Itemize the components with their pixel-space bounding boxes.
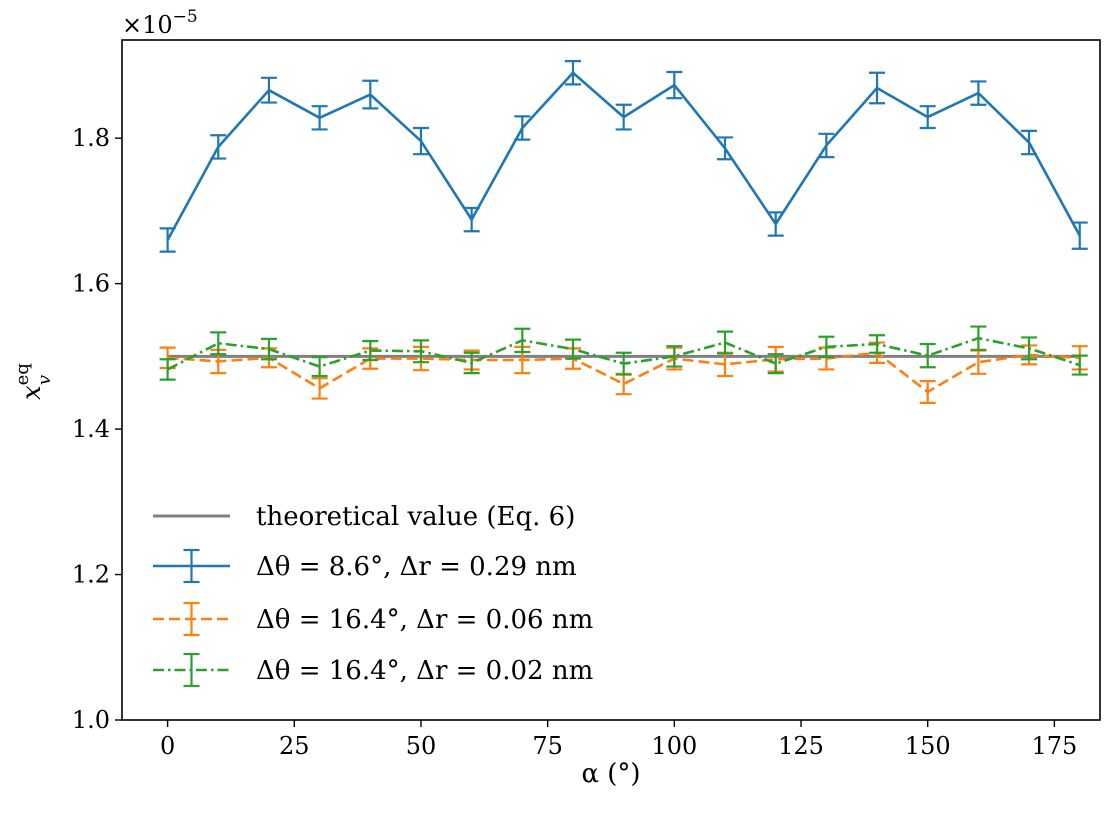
y-tick-label: 1.0 [72,706,110,734]
x-tick-label: 150 [905,732,951,760]
series-3 [160,327,1088,380]
y-multiplier-exponent: −5 [173,7,198,27]
y-axis-label-subscript: v [34,375,55,385]
legend-item-reference: theoretical value (Eq. 6) [153,502,575,532]
y-multiplier-base: ×10 [122,11,173,39]
y-multiplier-label: ×10−5 [122,7,198,39]
y-axis-label-superscript: eq [12,363,33,385]
legend-item-series-3: Δθ = 16.4°, Δr = 0.02 nm [153,654,593,686]
x-tick-label: 125 [778,732,824,760]
y-tick-label: 1.4 [72,415,110,443]
x-axis-ticks: 0 25 50 75 100 125 150 175 [160,720,1077,760]
x-tick-label: 100 [651,732,697,760]
x-tick-label: 50 [406,732,437,760]
legend: theoretical value (Eq. 6) Δθ = 8.6°, Δr =… [153,502,593,686]
y-axis-label-base: x [17,385,47,400]
series-1 [160,61,1088,252]
legend-label: Δθ = 16.4°, Δr = 0.02 nm [256,656,593,686]
y-tick-label: 1.2 [72,561,110,589]
x-tick-label: 175 [1031,732,1077,760]
y-axis-ticks: 1.0 1.2 1.4 1.6 1.8 [72,124,122,734]
y-tick-label: 1.6 [72,270,110,298]
x-tick-label: 0 [160,732,175,760]
legend-item-series-1: Δθ = 8.6°, Δr = 0.29 nm [153,550,577,582]
legend-label: theoretical value (Eq. 6) [256,502,575,532]
x-tick-label: 75 [532,732,563,760]
y-axis-label: xeqv [12,363,55,400]
legend-item-series-2: Δθ = 16.4°, Δr = 0.06 nm [153,603,593,635]
x-tick-label: 25 [279,732,310,760]
series-group [160,61,1088,403]
y-tick-label: 1.8 [72,124,110,152]
series-line [168,73,1080,240]
legend-label: Δθ = 16.4°, Δr = 0.06 nm [256,605,593,635]
x-axis-label: α (°) [581,759,640,789]
legend-label: Δθ = 8.6°, Δr = 0.29 nm [256,552,577,582]
